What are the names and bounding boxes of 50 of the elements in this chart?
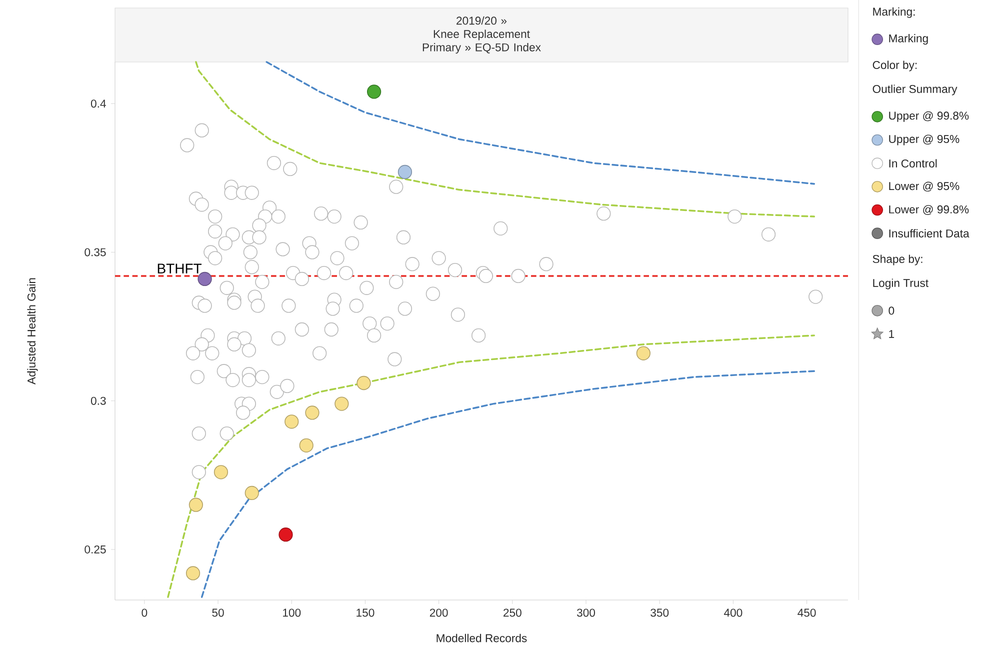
x-tick-label: 250 (504, 608, 522, 617)
x-tick-label: 200 (430, 608, 448, 617)
line-series (266, 61, 816, 185)
point (356, 376, 371, 390)
point (305, 406, 320, 420)
y-tick-label: 0.25 (84, 545, 106, 554)
point (636, 346, 650, 360)
text: Shape by: (872, 254, 922, 266)
point (186, 566, 200, 580)
x-tick-label: 0 (142, 608, 148, 617)
x-tick-label: 350 (650, 608, 669, 617)
x-tick-label: 150 (356, 608, 374, 617)
point (284, 414, 299, 429)
text: Login Trust (873, 278, 928, 290)
chart-title: 2019/20 » (456, 16, 507, 25)
text: Color by: (872, 60, 917, 72)
x-tick-label: 400 (724, 608, 742, 617)
legend-label: Lower @ 99.8% (889, 205, 969, 215)
legend-label: In Control (889, 159, 937, 168)
y-axis-title: Adjusted Health Gain (27, 278, 38, 385)
legend-label: Upper @ 99.8% (889, 111, 969, 122)
x-tick-label: 450 (798, 608, 816, 617)
line-series (167, 334, 816, 598)
line-series (200, 370, 816, 598)
point (188, 498, 204, 512)
point (244, 486, 259, 500)
text: Outlier Summary (872, 84, 958, 96)
chart-subtitle: Knee Replacement Primary » EQ-5D Index (422, 30, 541, 54)
point (398, 164, 412, 180)
annotation: BTHFT (158, 264, 202, 274)
y-tick-label: 0.4 (90, 100, 106, 108)
point (278, 528, 293, 542)
y-tick-label: 0.35 (84, 248, 106, 256)
legend-label: Upper @ 95% (889, 134, 960, 146)
point (214, 465, 228, 480)
x-axis-title: Modelled Records (436, 634, 527, 642)
legend-label: Marking (889, 34, 928, 45)
x-tick-label: 300 (576, 608, 596, 617)
point (198, 272, 212, 286)
legend-label: 0 (888, 306, 894, 315)
x-tick-label: 100 (283, 608, 301, 617)
point (299, 438, 314, 452)
legend-label: 1 (889, 330, 894, 338)
legend-label: Lower @ 95% (889, 182, 960, 192)
point (334, 396, 349, 411)
point (366, 84, 382, 99)
legend-label: Insufficient Data (889, 229, 970, 238)
y-tick-label: 0.3 (90, 396, 106, 405)
x-tick-label: 50 (212, 608, 224, 617)
text: Marking: (873, 7, 915, 18)
